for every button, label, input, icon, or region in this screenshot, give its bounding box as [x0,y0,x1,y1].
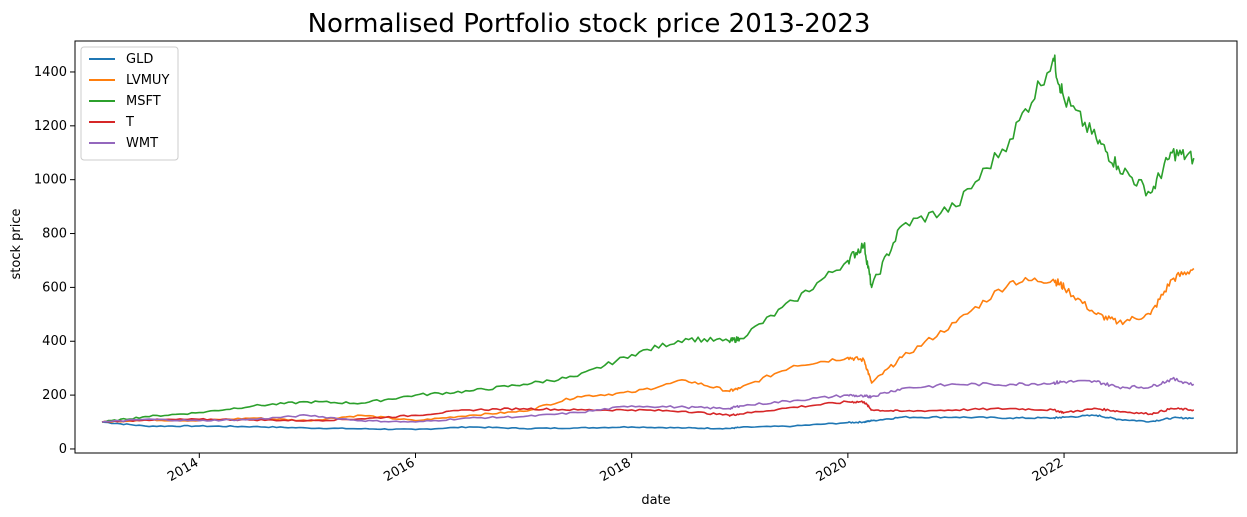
y-tick-label: 0 [59,442,67,457]
plot-frame [74,40,1238,454]
x-tick-label: 2022 [1030,455,1066,485]
legend-label-gld: GLD [126,52,153,67]
axes: 0 200 400 600 800 1000 1200 1400 2014 2016 2018 202… [34,65,1066,485]
y-tick-label: 1000 [34,173,67,188]
x-tick-label: 2016 [381,455,417,485]
legend: GLD LVMUY MSFT T WMT [80,46,179,161]
series-line-gld [101,414,1194,431]
y-tick-label: 200 [42,388,67,403]
x-tick-label: 2018 [598,455,634,485]
legend-box [80,46,179,161]
chart-title: Normalised Portfolio stock price 2013-20… [308,9,871,39]
y-tick-label: 1400 [34,65,67,80]
legend-label-msft: MSFT [126,94,161,109]
y-tick-label: 1200 [34,119,67,134]
x-tick-label: 2020 [814,455,850,485]
y-tick-label: 800 [42,227,67,242]
y-tick-label: 600 [42,280,67,295]
series-line-t [101,400,1195,423]
series-line-msft [101,54,1195,423]
legend-label-wmt: WMT [126,136,158,151]
plot-area [101,54,1195,431]
series-line-lvmuy [101,267,1195,423]
legend-label-t: T [125,115,134,130]
x-axis-label: date [641,493,670,508]
series-line-wmt [101,376,1195,423]
legend-label-lvmuy: LVMUY [126,73,169,88]
y-axis-label: stock price [9,209,24,280]
x-tick-label: 2014 [165,455,201,485]
y-tick-label: 400 [42,334,67,349]
